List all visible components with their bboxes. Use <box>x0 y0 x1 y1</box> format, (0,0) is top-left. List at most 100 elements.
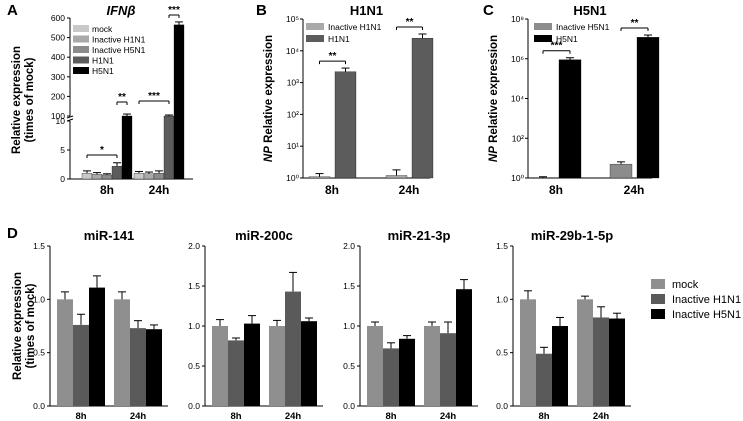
y-axis-label: Relative expression(times of mock) <box>12 272 37 380</box>
x-tick-label: 8h <box>538 411 549 421</box>
significance-label: *** <box>168 5 180 16</box>
bar <box>636 37 660 179</box>
legend-swatch <box>73 46 89 53</box>
y-tick-label: 1.0 <box>33 294 45 304</box>
legend-swatch <box>73 35 89 43</box>
bar <box>173 24 185 180</box>
x-tick-label: 24h <box>624 183 645 197</box>
y-axis-label-part: NP <box>488 146 500 162</box>
x-tick-label: 8h <box>230 411 241 421</box>
bar <box>367 326 383 406</box>
subpanel-4: miR-29b-1-5p 0.0 0.5 1.0 1.5 8h 24h <box>496 228 631 421</box>
y-tick-label: 200 <box>51 91 65 101</box>
y-tick-label: 10⁰ <box>286 173 299 183</box>
y-axis-label-line: Relative expression <box>12 272 24 380</box>
bar <box>424 326 440 406</box>
x-tick-label: 8h <box>549 183 563 197</box>
y-tick-label: 0 <box>60 174 65 184</box>
bar <box>111 166 123 180</box>
x-tick-label: 24h <box>593 411 610 421</box>
legend-label: mock <box>92 24 113 34</box>
legend-label: H5N1 <box>556 34 578 44</box>
legend-d: mock Inactive H1N1 Inactive H5N1 <box>651 279 741 321</box>
panel-c: C H5N1 NP Relative expression 10⁰ 10² 10⁴ 10⁶ 1… <box>483 2 660 197</box>
legend-panel-b: Inactive H1N1 H1N1 <box>306 22 382 44</box>
y-axis-label-part: NP <box>263 146 275 162</box>
bar <box>285 291 301 406</box>
legend-swatch <box>651 279 665 289</box>
bar <box>552 326 568 406</box>
legend-swatch <box>73 56 89 64</box>
bar <box>334 71 357 179</box>
bar <box>114 299 130 406</box>
bar <box>130 328 146 406</box>
y-tick-label: 10⁸ <box>511 14 524 24</box>
y-axis-label-line: (times of mock) <box>25 283 37 368</box>
panel-label: B <box>256 2 267 19</box>
bar <box>57 299 73 406</box>
y-tick-label: 1.5 <box>343 281 355 291</box>
bar <box>385 175 408 179</box>
chart-title: H5N1 <box>573 3 606 18</box>
x-tick-label: 8h <box>385 411 396 421</box>
legend-swatch <box>73 25 89 32</box>
bar <box>411 37 434 179</box>
y-tick-label: 0.0 <box>188 401 200 411</box>
bar <box>146 329 162 406</box>
x-tick-label: 24h <box>285 411 302 421</box>
y-axis-label: NP Relative expression <box>488 35 500 162</box>
legend-swatch <box>651 294 665 304</box>
y-tick-label: 10⁵ <box>286 14 299 24</box>
bar <box>593 317 609 406</box>
bar <box>558 59 582 179</box>
panel-label: A <box>7 2 18 19</box>
legend-label: H1N1 <box>92 56 114 66</box>
y-tick-label: 300 <box>51 72 65 82</box>
y-tick-label: 10 <box>56 116 66 126</box>
bar <box>301 321 317 406</box>
x-tick-label: 24h <box>149 183 170 197</box>
chart-title: miR-21-3p <box>388 228 451 243</box>
chart-title: IFNβ <box>106 3 135 18</box>
bar <box>383 348 399 406</box>
y-axis-label-part: Relative expression <box>263 35 275 146</box>
y-tick-label: 1.5 <box>33 241 45 251</box>
y-tick-label: 0.5 <box>188 361 200 371</box>
legend-swatch <box>534 23 552 30</box>
y-axis-label-line: Relative expression <box>11 46 23 154</box>
bar <box>577 299 593 406</box>
bar <box>609 163 633 179</box>
significance-label: ** <box>406 17 414 28</box>
y-tick-label: 600 <box>51 13 65 23</box>
legend-swatch <box>73 67 89 74</box>
y-tick-label: 10² <box>512 133 524 143</box>
legend-label: Inactive H1N1 <box>672 294 741 306</box>
subpanel-1: miR-141 0.0 0.5 1.0 1.5 8h 24h <box>33 228 168 421</box>
y-tick-label: 10⁴ <box>511 94 524 104</box>
y-tick-label: 1.0 <box>343 321 355 331</box>
x-tick-label: 8h <box>100 183 114 197</box>
y-tick-label: 2.0 <box>188 241 200 251</box>
legend-label: Inactive H1N1 <box>92 35 146 45</box>
legend-swatch <box>534 35 552 42</box>
axis-break <box>66 115 74 119</box>
significance-label: ** <box>329 51 337 62</box>
y-tick-label: 1.5 <box>188 281 200 291</box>
legend-label: H5N1 <box>92 66 114 76</box>
significance-label: *** <box>551 41 563 52</box>
y-axis-label-line: (times of mock) <box>24 57 36 142</box>
legend-label: Inactive H5N1 <box>556 22 610 32</box>
panel-label: C <box>483 2 494 19</box>
significance-label: ** <box>118 92 126 103</box>
bar <box>143 173 155 180</box>
bar <box>121 115 133 180</box>
y-tick-label: 10⁴ <box>286 46 299 56</box>
bar <box>269 326 285 406</box>
chart-title: miR-200c <box>235 228 293 243</box>
y-tick-label: 10² <box>287 109 299 119</box>
subpanel-2: miR-200c 0.0 0.5 1.0 1.5 2.0 8h 24h <box>188 228 323 421</box>
y-tick-label: 0.5 <box>343 361 355 371</box>
bar <box>440 333 456 406</box>
